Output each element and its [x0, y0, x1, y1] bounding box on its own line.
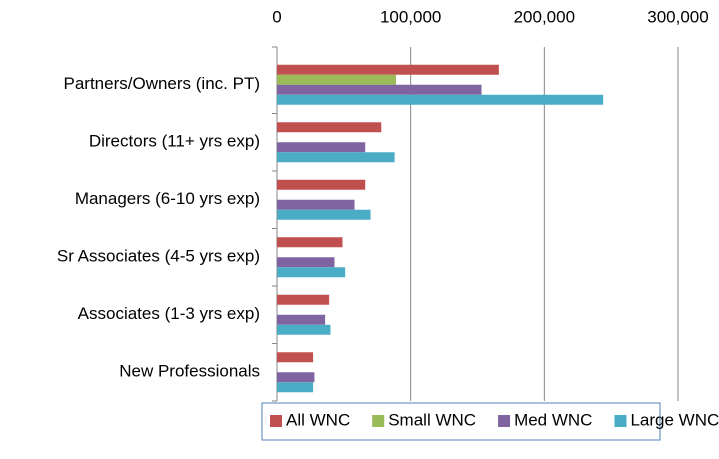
bar [277, 209, 371, 220]
bar [277, 294, 330, 305]
bar [277, 372, 315, 383]
bar [277, 352, 314, 363]
legend-label: All WNC [286, 410, 350, 429]
bar [277, 74, 396, 85]
y-tick-label: Partners/Owners (inc. PT) [64, 74, 261, 93]
legend-label: Small WNC [388, 410, 476, 429]
x-tick-label: 200,000 [514, 7, 575, 26]
legend-label: Large WNC [630, 410, 719, 429]
bar [277, 314, 326, 325]
bar [277, 64, 499, 75]
x-tick-label: 0 [272, 7, 281, 26]
y-tick-label: Managers (6-10 yrs exp) [75, 189, 260, 208]
legend-label: Med WNC [514, 410, 592, 429]
legend-swatch [270, 415, 282, 427]
x-tick-label: 300,000 [647, 7, 708, 26]
legend-box [261, 402, 661, 441]
bar [277, 237, 343, 248]
legend-swatch [372, 415, 385, 427]
bar [277, 84, 482, 95]
y-tick-label: New Professionals [119, 362, 260, 381]
bar [277, 94, 604, 105]
bar [277, 122, 382, 133]
bar [277, 142, 366, 153]
y-tick-label: Sr Associates (4-5 yrs exp) [57, 247, 260, 266]
bar [277, 152, 395, 163]
bar [277, 179, 366, 190]
x-tick-label: 100,000 [380, 7, 441, 26]
bar [277, 324, 331, 335]
legend-swatch [498, 415, 511, 427]
legend-swatch [614, 415, 627, 427]
y-tick-label: Associates (1-3 yrs exp) [78, 304, 260, 323]
bar [277, 267, 346, 278]
bar [277, 257, 335, 268]
y-tick-label: Directors (11+ yrs exp) [89, 132, 260, 151]
bar [277, 199, 355, 210]
bar [277, 382, 314, 393]
